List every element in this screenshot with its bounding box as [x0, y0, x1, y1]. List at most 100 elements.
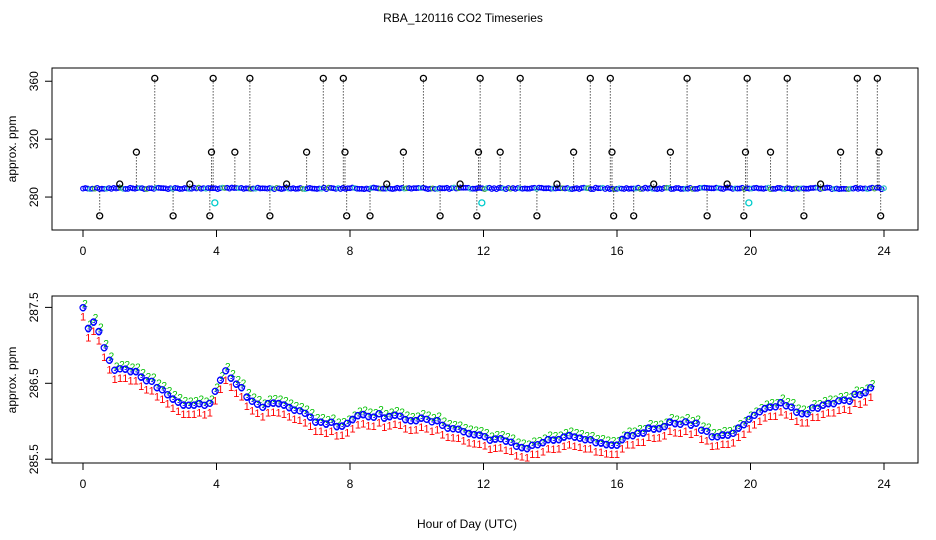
bottom-symbol-1: 1 [254, 408, 260, 420]
bottom-symbol-2: 2 [331, 413, 337, 424]
figure-title: RBA_120116 CO2 Timeseries [383, 11, 543, 25]
bottom-symbol-3: 3 [202, 401, 208, 412]
bottom-symbol-3: 3 [308, 413, 314, 424]
bottom-symbol-1: 1 [418, 422, 424, 434]
bottom-circle-point [343, 419, 351, 427]
top-cyan-point [211, 199, 219, 207]
bottom-symbol-1: 1 [857, 399, 863, 411]
top-high-spike-point [476, 74, 484, 82]
bottom-symbol-2: 2 [119, 360, 125, 371]
top-high-spike-point [853, 74, 861, 82]
bottom-x-tick-label: 24 [877, 477, 891, 491]
bottom-symbol-2: 2 [93, 313, 99, 324]
bottom-symbol-3: 3 [789, 403, 795, 414]
bottom-symbol-3: 3 [625, 431, 631, 442]
bottom-symbol-3: 3 [86, 324, 92, 335]
bottom-symbol-1: 1 [244, 401, 250, 413]
bottom-symbol-3: 3 [186, 401, 192, 412]
bottom-symbol-2: 2 [442, 416, 448, 427]
bottom-circle-point [185, 401, 193, 409]
bottom-symbol-3: 3 [302, 409, 308, 420]
bottom-symbol-1: 1 [503, 445, 509, 457]
bottom-symbol-2: 2 [357, 407, 363, 418]
bottom-symbol-1: 1 [117, 373, 123, 385]
bottom-symbol-1: 1 [846, 405, 852, 417]
bottom-circle-point [808, 404, 817, 412]
bottom-symbol-2: 2 [246, 388, 252, 399]
bottom-symbol-2: 2 [177, 393, 183, 404]
bottom-symbol-1: 1 [365, 420, 371, 432]
top-panel: approx. ppm 0 4 8 12 16 20 24 280 320 360 [5, 67, 919, 258]
bottom-circle-point [89, 318, 98, 326]
bottom-symbol-1: 1 [540, 447, 546, 459]
bottom-symbol-2: 2 [579, 429, 585, 440]
bottom-symbol-2: 2 [436, 412, 442, 423]
top-x-tick-label: 0 [80, 244, 87, 258]
bottom-symbol-2: 2 [320, 413, 326, 424]
bottom-symbol-3: 3 [535, 441, 541, 452]
bottom-symbol-3: 3 [656, 424, 662, 435]
bottom-symbol-1: 1 [434, 425, 440, 437]
top-low-spike-point [740, 212, 748, 220]
bottom-symbol-2: 2 [109, 351, 115, 362]
bottom-symbol-3: 3 [709, 433, 715, 444]
bottom-symbol-3: 3 [392, 411, 398, 422]
bottom-symbol-2: 2 [547, 431, 553, 442]
bottom-symbol-2: 2 [843, 391, 849, 402]
bottom-symbol-3: 3 [641, 429, 647, 440]
bottom-symbol-1: 1 [545, 444, 551, 456]
bottom-symbol-1: 1 [397, 420, 403, 432]
bottom-symbol-1: 1 [106, 364, 112, 376]
bottom-circle-point [703, 427, 711, 435]
bottom-circle-point [618, 435, 626, 443]
top-low-spike-point [343, 212, 351, 220]
bottom-symbol-1: 1 [519, 451, 525, 463]
bottom-symbol-3: 3 [678, 420, 684, 431]
bottom-symbol-2: 2 [431, 413, 437, 424]
bottom-circle-point [364, 412, 373, 420]
bottom-symbol-1: 1 [143, 385, 149, 397]
bottom-x-tick-label: 0 [80, 477, 87, 491]
top-mid-spike-point [608, 148, 616, 156]
bottom-symbol-1: 1 [476, 439, 482, 451]
bottom-symbol-3: 3 [693, 419, 699, 430]
bottom-circle-point [549, 436, 558, 444]
top-mid-spike [132, 148, 883, 189]
bottom-symbol-3: 3 [154, 383, 160, 394]
bottom-circle-point [174, 398, 182, 406]
bottom-circle-point [116, 365, 124, 373]
bottom-symbol-3: 3 [223, 367, 229, 378]
top-high-spike-point [209, 74, 217, 82]
bottom-symbol-2: 2 [426, 410, 432, 421]
top-high-spike-point [151, 74, 159, 82]
top-high-spike-point [516, 74, 524, 82]
bottom-symbol-3: 3 [646, 424, 652, 435]
bottom-symbol-1: 1 [556, 444, 562, 456]
bottom-symbol-1: 1 [376, 418, 382, 430]
bottom-symbol-2: 2 [812, 399, 818, 410]
bottom-symbol-2: 2 [801, 405, 807, 416]
bottom-symbol-1: 1 [630, 440, 636, 452]
bottom-symbol-2: 2 [849, 392, 855, 403]
bottom-symbol-2: 2 [130, 362, 136, 373]
bottom-symbol-1: 1 [635, 437, 641, 449]
bottom-symbol-2: 2 [637, 424, 643, 435]
bottom-symbol-3: 3 [366, 412, 372, 423]
top-low-spike [96, 188, 885, 220]
bottom-symbol-3: 3 [244, 393, 250, 404]
top-mid-spike-point [399, 148, 408, 156]
bottom-symbol-2: 2 [769, 398, 775, 409]
bottom-symbol-3: 3 [408, 417, 414, 428]
bottom-symbol-1: 1 [339, 430, 345, 442]
bottom-circle-point [301, 409, 309, 417]
bottom-symbol-1: 1 [487, 444, 493, 456]
top-y-axis-label: approx. ppm [5, 116, 19, 183]
bottom-symbol-3: 3 [323, 420, 329, 431]
bottom-circle-point [269, 399, 277, 407]
bottom-symbol-3: 3 [720, 431, 726, 442]
bottom-circle-point [481, 432, 489, 441]
bottom-symbol-3: 3 [160, 386, 166, 397]
bottom-symbol-3: 3 [471, 430, 477, 441]
bottom-symbol-1: 1 [413, 425, 419, 437]
bottom-symbol-2: 2 [521, 439, 527, 450]
